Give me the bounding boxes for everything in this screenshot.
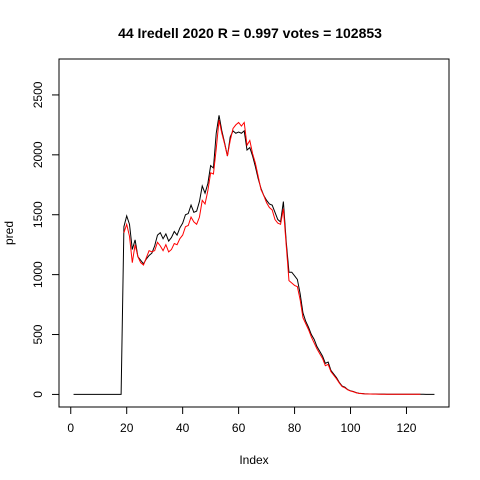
x-tick-label: 120: [396, 421, 416, 435]
x-tick-label: 20: [120, 421, 134, 435]
y-axis: 0 500 1000 1500 2000 2500: [31, 81, 60, 398]
series-layer: [73, 115, 435, 395]
x-tick-label: 40: [176, 421, 190, 435]
y-axis-label: pred: [2, 221, 16, 245]
y-tick-label: 1500: [31, 201, 45, 228]
y-tick-label: 0: [31, 391, 45, 398]
chart-title: 44 Iredell 2020 R = 0.997 votes = 102853: [118, 25, 382, 41]
x-tick-label: 80: [288, 421, 302, 435]
y-tick-label: 2000: [31, 141, 45, 168]
plot-frame: [58, 58, 450, 408]
x-tick-label: 0: [67, 421, 74, 435]
y-tick-label: 1000: [31, 261, 45, 288]
x-axis: 0 20 40 60 80 100 120: [67, 406, 417, 435]
x-axis-label: Index: [239, 453, 268, 467]
y-tick-label: 2500: [31, 81, 45, 108]
series-line-red: [123, 119, 421, 395]
x-tick-label: 60: [232, 421, 246, 435]
y-tick-label: 500: [31, 324, 45, 344]
x-tick-label: 100: [341, 421, 361, 435]
